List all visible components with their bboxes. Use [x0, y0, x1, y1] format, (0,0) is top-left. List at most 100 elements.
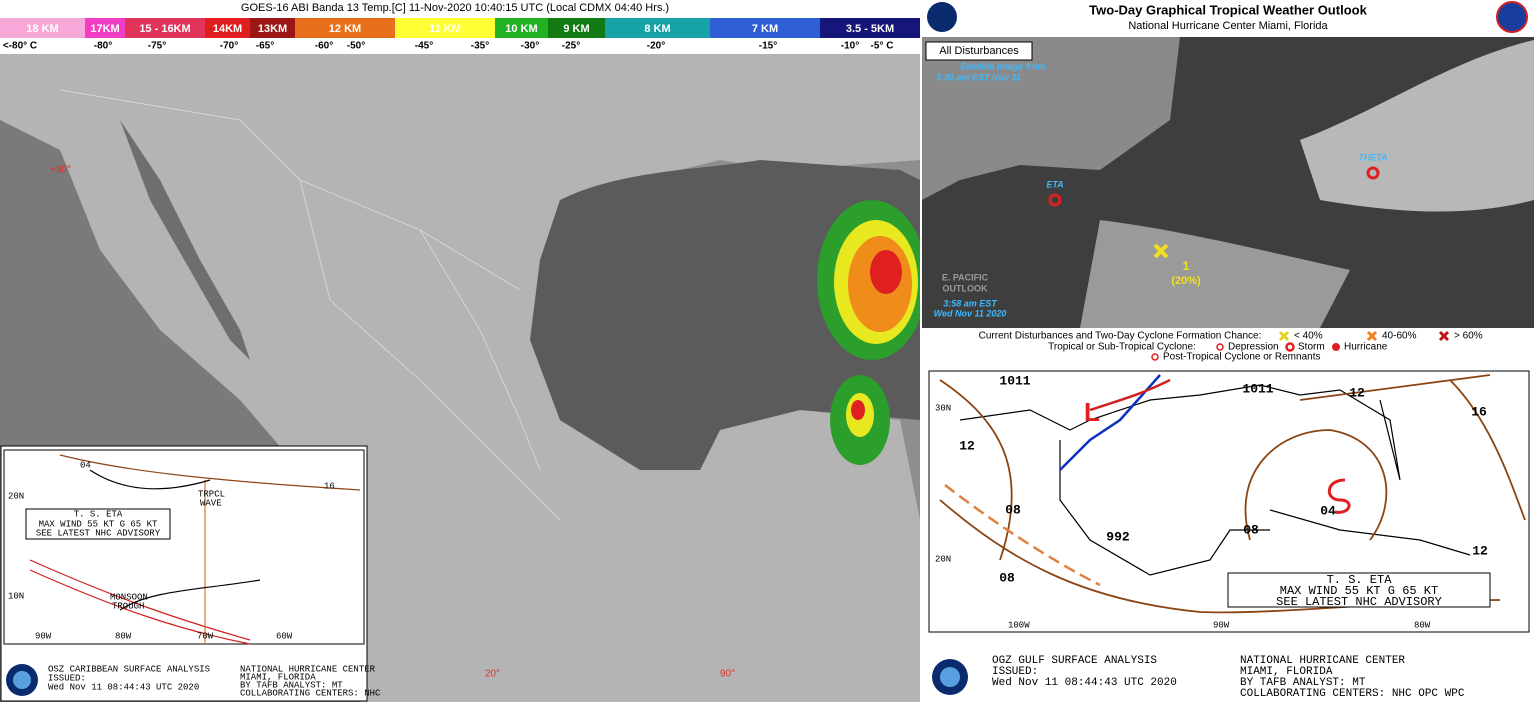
- timestamp: 3:58 am EST: [943, 298, 998, 308]
- trough-label: MONSOON: [110, 592, 148, 602]
- isobar-label: 12: [1349, 385, 1365, 400]
- lon-label: 100W: [1008, 620, 1030, 630]
- scale-band-label: 13KM: [258, 23, 287, 35]
- tab: [925, 41, 1033, 61]
- storm-symbol: [1327, 478, 1351, 514]
- isobar-label: 1011: [999, 373, 1030, 388]
- legend-marker: [1216, 343, 1224, 351]
- footer-left: ISSUED:: [48, 673, 86, 683]
- isobar-label: 12: [959, 438, 975, 453]
- scale-temperature: -20°: [647, 41, 665, 52]
- advisory-line: SEE LATEST NHC ADVISORY: [1276, 595, 1442, 609]
- legend-line: Tropical or Sub-Tropical Cyclone:: [1048, 342, 1196, 353]
- scale-band-label: 18 KM: [26, 23, 58, 35]
- scale-band-label: 17KM: [90, 23, 119, 35]
- satellite-note: Satellite Image from: [960, 61, 1046, 71]
- trough: [944, 484, 1101, 587]
- storm-label: THETA: [1358, 152, 1387, 162]
- legend-marker: [1151, 353, 1159, 361]
- footer-right: COLLABORATING CENTERS: NHC: [240, 688, 381, 698]
- noaa-logo: [940, 667, 960, 687]
- wave-label: TRPCL: [198, 489, 225, 499]
- noaa-logo: [13, 671, 31, 689]
- hurricane-cloud: [817, 200, 927, 465]
- scale-band: [548, 18, 605, 38]
- advisory-line: MAX WIND 55 KT G 65 KT: [1280, 584, 1438, 598]
- scale-band: [250, 18, 295, 38]
- warm-front: [1089, 378, 1171, 412]
- legend-line: Post-Tropical Cyclone or Remnants: [1163, 352, 1320, 363]
- land-mass: [0, 54, 920, 702]
- wave-label: WAVE: [200, 498, 222, 508]
- scale-temperature: -50°: [347, 41, 365, 52]
- legend-marker: [1332, 343, 1340, 351]
- isobar-label: 992: [1106, 529, 1130, 544]
- land-clouds: [922, 37, 1180, 200]
- scale-band: [205, 18, 250, 38]
- storm-label: ETA: [1046, 179, 1063, 189]
- lat-label: 20N: [935, 554, 951, 564]
- scale-temperature: -25°: [562, 41, 580, 52]
- footer-right: MIAMI, FLORIDA: [1240, 666, 1333, 678]
- nws-logo: [1496, 1, 1528, 33]
- disturbance-number: 1: [1183, 259, 1190, 273]
- borders: [59, 89, 561, 521]
- lat-label: 30N: [935, 403, 951, 413]
- footer-right: MIAMI, FLORIDA: [240, 672, 316, 682]
- advisory-box: [1227, 572, 1491, 608]
- legend-item: Depression: [1228, 342, 1279, 353]
- disturbance-marker: [1153, 243, 1169, 259]
- disturbance-chance: (20%): [1171, 275, 1201, 287]
- footer-left: ISSUED:: [992, 666, 1038, 678]
- scale-temperature: -10°: [841, 41, 859, 52]
- scale-band: [85, 18, 125, 38]
- outlook-title: Two-Day Graphical Tropical Weather Outlo…: [1089, 2, 1367, 17]
- footer-right: NATIONAL HURRICANE CENTER: [240, 664, 376, 674]
- scale-band-label: 8 KM: [644, 23, 670, 35]
- gulf-of-mexico: [530, 160, 920, 470]
- satellite-note: 3:30 am EST Nov 11: [936, 72, 1021, 82]
- scale-temperature: -45°: [415, 41, 433, 52]
- scale-band: [820, 18, 920, 38]
- footer-right: NATIONAL HURRICANE CENTER: [1240, 655, 1405, 667]
- storm-symbol: [1048, 193, 1062, 207]
- scale-band-label: 3.5 - 5KM: [846, 23, 894, 35]
- footer-left: Wed Nov 11 08:44:43 UTC 2020: [992, 677, 1177, 689]
- scale-band: [125, 18, 205, 38]
- scale-band-label: 15 - 16KM: [139, 23, 190, 35]
- trough-label: TROUGH: [112, 601, 144, 611]
- scale-band-label: 14KM: [213, 23, 242, 35]
- isobar-label: 1011: [1242, 381, 1273, 396]
- tab-label: All Disturbances: [939, 45, 1019, 57]
- footer-right: BY TAFB ANALYST: MT: [240, 680, 343, 690]
- lon-label: 90W: [1213, 620, 1230, 630]
- isobar-label: 16: [324, 481, 335, 491]
- noaa-logo: [927, 2, 957, 32]
- pacific-label: E. PACIFIC: [942, 272, 989, 282]
- low-marker: L: [1084, 397, 1100, 427]
- lat-label: 20°: [485, 669, 500, 680]
- scale-temperature: -75°: [148, 41, 166, 52]
- scale-band: [0, 18, 85, 38]
- lon-label: 70W: [197, 631, 214, 641]
- scale-temperature: -35°: [471, 41, 489, 52]
- pacific-label: OUTLOOK: [943, 283, 988, 293]
- legend-marker: [1438, 330, 1450, 342]
- lon-label: 80W: [1414, 620, 1431, 630]
- scale-temperature: -80°: [94, 41, 112, 52]
- advisory-line: T. S. ETA: [74, 509, 123, 519]
- advisory-box: [25, 508, 171, 540]
- scale-band: [395, 18, 495, 38]
- cold-front: [1059, 374, 1161, 471]
- scale-band-label: 7 KM: [752, 23, 778, 35]
- isobar-label: 08: [1243, 522, 1259, 537]
- lon-label: 80W: [115, 631, 132, 641]
- scale-band-label: 10 KM: [505, 23, 537, 35]
- scale-band: [710, 18, 820, 38]
- legend-marker: [1285, 342, 1295, 352]
- footer-right: BY TAFB ANALYST: MT: [1240, 677, 1366, 689]
- lon-label: 90°: [720, 669, 735, 680]
- cloud-band: [1300, 40, 1534, 212]
- scale-temperature: <-80° C: [3, 41, 37, 52]
- isobar-label: 04: [1320, 503, 1336, 518]
